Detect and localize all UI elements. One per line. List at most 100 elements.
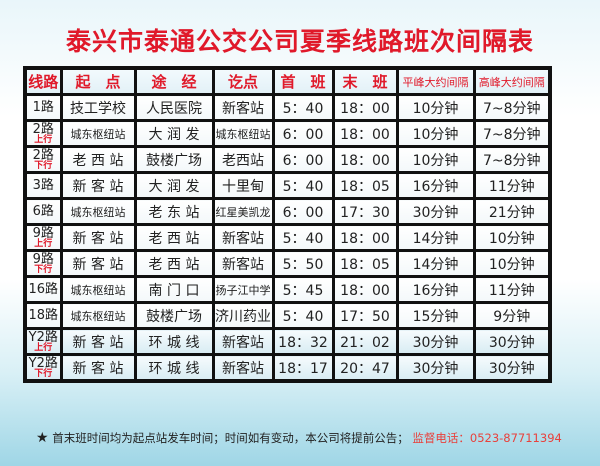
- end-cell: 扬子江中学: [211, 275, 275, 304]
- start-cell: 新 客 站: [59, 249, 137, 278]
- route-name: 9路: [32, 225, 54, 241]
- first-cell: 5：40: [271, 171, 335, 200]
- first-cell: 6：00: [271, 119, 335, 148]
- end-cell: 老西站: [211, 145, 275, 174]
- route-name: 3路: [32, 178, 54, 193]
- header-end: 讫点: [211, 66, 275, 96]
- table-row: 2路 上行 城东枢纽站大 润 发城东枢纽站 6：00 18：00 10分钟 7~8分钟: [23, 119, 552, 148]
- start-cell: 城东枢纽站: [59, 119, 137, 148]
- route-cell: 9路 上行: [23, 223, 63, 252]
- table-row: Y2路 下行新 客 站环 城 线新客站 18：17 20：47 30分钟 30分钟: [23, 353, 552, 383]
- route-cell: 2路 下行: [23, 145, 63, 174]
- table-row: 1路 技工学校 人民医院 新客站 5：40 18：00 10分钟 7~8分钟: [23, 93, 552, 122]
- offpeak-cell: 15分钟: [395, 301, 476, 330]
- end-cell: 济川药业: [211, 301, 275, 330]
- peak-cell: 9分钟: [472, 301, 552, 330]
- first-cell: 5：40: [271, 223, 335, 252]
- header-route: 线路: [23, 66, 63, 96]
- route-cell: 3路: [23, 171, 63, 200]
- peak-cell: 30分钟: [472, 327, 552, 356]
- header-offpeak: 平峰大约间隔: [395, 66, 476, 96]
- peak-cell: 21分钟: [472, 197, 552, 226]
- last-cell: 18：00: [331, 223, 399, 252]
- end-cell: 新客站: [211, 223, 275, 252]
- peak-cell: 11分钟: [472, 171, 552, 200]
- via-cell: 大 润 发: [133, 119, 215, 148]
- first-cell: 18：17: [271, 353, 335, 383]
- first-cell: 5：40: [271, 301, 335, 330]
- header-via: 途 经: [133, 66, 215, 96]
- via-cell: 老 西 站: [133, 249, 215, 278]
- offpeak-cell: 30分钟: [395, 327, 476, 356]
- via-cell: 环 城 线: [133, 353, 215, 383]
- route-name: 1路: [32, 100, 54, 115]
- route-name: 2路: [32, 147, 54, 163]
- route-direction: 下行: [34, 368, 53, 379]
- offpeak-cell: 10分钟: [395, 145, 476, 174]
- table-row: 9路 上行新 客 站老 西 站新客站 5：40 18：00 14分钟 10分钟: [23, 223, 552, 252]
- schedule-table: 线路 起 点 途 经 讫点 首 班 末 班 平峰大约间隔 高峰大约间隔 1路 技工…: [23, 66, 552, 383]
- last-cell: 18：00: [331, 145, 399, 174]
- route-cell: 2路 上行: [23, 119, 63, 148]
- start-cell: 城东枢纽站: [59, 275, 137, 304]
- peak-cell: 7~8分钟: [472, 93, 552, 122]
- route-name: 16路: [28, 282, 59, 297]
- via-cell: 鼓楼广场: [133, 145, 215, 174]
- route-cell: 6路: [23, 197, 63, 226]
- offpeak-cell: 16分钟: [395, 275, 476, 304]
- peak-cell: 7~8分钟: [472, 119, 552, 148]
- star-icon: ★: [36, 430, 49, 446]
- route-name: 2路: [32, 121, 54, 137]
- footnote: ★ 首末班时间均为起点站发车时间；时间如有变动，本公司将提前公告； 监督电话：0…: [36, 430, 562, 446]
- offpeak-cell: 30分钟: [395, 197, 476, 226]
- offpeak-cell: 10分钟: [395, 119, 476, 148]
- start-cell: 新 客 站: [59, 353, 137, 383]
- start-cell: 新 客 站: [59, 171, 137, 200]
- route-name: Y2路: [28, 355, 58, 371]
- header-first: 首 班: [271, 66, 335, 96]
- route-direction: 下行: [34, 160, 53, 171]
- route-cell: Y2路 上行: [23, 327, 63, 356]
- table-row: 2路 下行老 西 站鼓楼广场 老西站 6：00 18：00 10分钟 7~8分钟: [23, 145, 552, 174]
- page-title: 泰兴市泰通公交公司夏季线路班次间隔表: [65, 27, 534, 56]
- start-cell: 老 西 站: [59, 145, 137, 174]
- route-cell: 1路: [23, 93, 63, 122]
- end-cell: 十里甸: [211, 171, 275, 200]
- route-cell: 18路: [23, 301, 63, 330]
- route-cell: Y2路 下行: [23, 353, 63, 383]
- first-cell: 6：00: [271, 145, 335, 174]
- peak-cell: 30分钟: [472, 353, 552, 383]
- last-cell: 20：47: [331, 353, 399, 383]
- via-cell: 人民医院: [133, 93, 215, 122]
- peak-cell: 10分钟: [472, 223, 552, 252]
- hotline: 监督电话：0523-87711394: [412, 431, 562, 445]
- start-cell: 技工学校: [59, 93, 137, 122]
- route-direction: 上行: [34, 134, 53, 145]
- via-cell: 鼓楼广场: [133, 301, 215, 330]
- route-direction: 上行: [34, 342, 53, 353]
- last-cell: 18：05: [331, 249, 399, 278]
- header-peak: 高峰大约间隔: [472, 66, 552, 96]
- table-row: 9路 下行新 客 站老 西 站新客站 5：50 18：05 14分钟 10分钟: [23, 249, 552, 278]
- route-name: Y2路: [28, 329, 58, 345]
- start-cell: 城东枢纽站: [59, 301, 137, 330]
- first-cell: 5：45: [271, 275, 335, 304]
- last-cell: 17：30: [331, 197, 399, 226]
- last-cell: 18：00: [331, 93, 399, 122]
- table-row: 18路 城东枢纽站 鼓楼广场 济川药业 5：40 17：50 15分钟 9分钟: [23, 301, 552, 330]
- first-cell: 5：40: [271, 93, 335, 122]
- table-row: 16路 城东枢纽站南 门 口扬子江中学 5：45 18：00 16分钟 11分钟: [23, 275, 552, 304]
- end-cell: 红星美凯龙: [211, 197, 275, 226]
- header-last: 末 班: [331, 66, 399, 96]
- via-cell: 大 润 发: [133, 171, 215, 200]
- table-row: 3路新 客 站大 润 发十里甸 5：40 18：05 16分钟 11分钟: [23, 171, 552, 200]
- peak-cell: 11分钟: [472, 275, 552, 304]
- header-start: 起 点: [59, 66, 137, 96]
- via-cell: 环 城 线: [133, 327, 215, 356]
- table-row: Y2路 上行新 客 站环 城 线新客站 18：32 21：02 30分钟 30分钟: [23, 327, 552, 356]
- via-cell: 南 门 口: [133, 275, 215, 304]
- via-cell: 老 西 站: [133, 223, 215, 252]
- last-cell: 18：00: [331, 275, 399, 304]
- peak-cell: 10分钟: [472, 249, 552, 278]
- start-cell: 城东枢纽站: [59, 197, 137, 226]
